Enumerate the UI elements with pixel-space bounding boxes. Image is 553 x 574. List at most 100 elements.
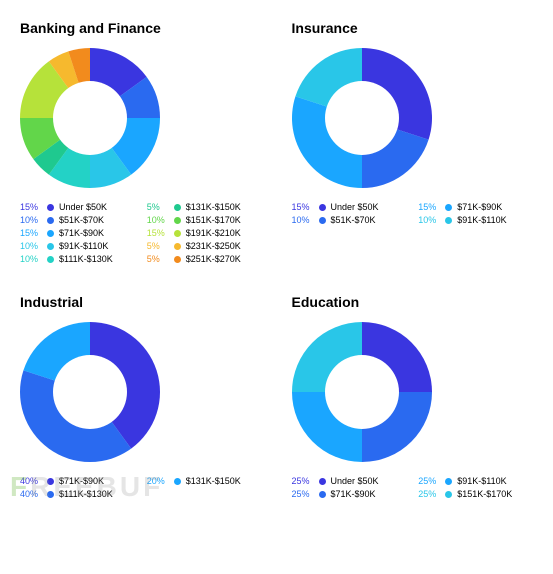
legend-item: 25% $91K-$110K	[418, 476, 533, 486]
donut-hole	[325, 81, 399, 155]
legend-item: 15% Under $50K	[20, 202, 135, 212]
legend-swatch	[47, 243, 54, 250]
legend-label: $51K-$70K	[59, 215, 104, 225]
panel-title: Education	[292, 294, 534, 310]
panel-title: Banking and Finance	[20, 20, 262, 36]
legend-label: Under $50K	[331, 476, 379, 486]
legend-pct: 15%	[20, 228, 42, 238]
legend-swatch	[174, 256, 181, 263]
chart-panel-industrial: Industrial 40% $71K-$90K 20% $131K-$150K…	[20, 294, 262, 499]
legend-item: 20% $131K-$150K	[147, 476, 262, 486]
donut-hole	[53, 81, 127, 155]
legend-item: 15% $71K-$90K	[20, 228, 135, 238]
donut-wrap	[292, 48, 534, 188]
legend-label: Under $50K	[331, 202, 379, 212]
donut-hole	[325, 355, 399, 429]
legend-label: $71K-$90K	[59, 228, 104, 238]
legend-label: $71K-$90K	[457, 202, 502, 212]
charts-grid: Banking and Finance 15% Under $50K 5% $1…	[20, 20, 533, 499]
legend-pct: 10%	[20, 241, 42, 251]
legend-label: $231K-$250K	[186, 241, 241, 251]
legend-pct: 10%	[20, 215, 42, 225]
legend-swatch	[174, 230, 181, 237]
legend-swatch	[174, 243, 181, 250]
legend-pct: 5%	[147, 254, 169, 264]
legend-label: $251K-$270K	[186, 254, 241, 264]
chart-panel-banking: Banking and Finance 15% Under $50K 5% $1…	[20, 20, 262, 264]
legend-label: $51K-$70K	[331, 215, 376, 225]
legend-label: $131K-$150K	[186, 476, 241, 486]
legend-label: $91K-$110K	[59, 241, 108, 251]
legend-swatch	[47, 217, 54, 224]
legend-swatch	[47, 491, 54, 498]
legend: 15% Under $50K 5% $131K-$150K 10% $51K-$…	[20, 202, 262, 264]
donut-svg	[20, 48, 160, 188]
donut-wrap	[20, 322, 262, 462]
legend-label: $151K-$170K	[186, 215, 241, 225]
legend-pct: 5%	[147, 241, 169, 251]
legend-label: $131K-$150K	[186, 202, 241, 212]
legend-pct: 15%	[20, 202, 42, 212]
legend-pct: 10%	[292, 215, 314, 225]
legend-swatch	[445, 217, 452, 224]
legend-item: 25% Under $50K	[292, 476, 407, 486]
legend-label: $91K-$110K	[457, 215, 506, 225]
legend-item: 40% $111K-$130K	[20, 489, 135, 499]
legend-label: $91K-$110K	[457, 476, 506, 486]
legend-label: $111K-$130K	[59, 254, 113, 264]
legend-label: $111K-$130K	[59, 489, 113, 499]
donut-wrap	[292, 322, 534, 462]
legend-swatch	[174, 478, 181, 485]
legend-swatch	[174, 204, 181, 211]
chart-panel-education: Education 25% Under $50K 25% $91K-$110K …	[292, 294, 534, 499]
legend-label: $71K-$90K	[59, 476, 104, 486]
legend: 40% $71K-$90K 20% $131K-$150K 40% $111K-…	[20, 476, 262, 499]
donut-hole	[53, 355, 127, 429]
legend: 25% Under $50K 25% $91K-$110K 25% $71K-$…	[292, 476, 534, 499]
legend-swatch	[319, 491, 326, 498]
panel-title: Insurance	[292, 20, 534, 36]
panel-title: Industrial	[20, 294, 262, 310]
legend-swatch	[47, 478, 54, 485]
legend-pct: 10%	[147, 215, 169, 225]
legend-swatch	[47, 230, 54, 237]
legend-label: $151K-$170K	[457, 489, 512, 499]
legend-item: 10% $91K-$110K	[418, 215, 533, 225]
donut-svg	[292, 322, 432, 462]
legend-swatch	[319, 204, 326, 211]
legend-item: 15% $191K-$210K	[147, 228, 262, 238]
legend-item: 10% $91K-$110K	[20, 241, 135, 251]
chart-panel-insurance: Insurance 15% Under $50K 15% $71K-$90K 1…	[292, 20, 534, 264]
legend-swatch	[445, 204, 452, 211]
legend-swatch	[445, 491, 452, 498]
legend-pct: 15%	[418, 202, 440, 212]
legend-item: 10% $51K-$70K	[292, 215, 407, 225]
legend-item: 5% $131K-$150K	[147, 202, 262, 212]
donut-wrap	[20, 48, 262, 188]
legend-item: 10% $151K-$170K	[147, 215, 262, 225]
legend-pct: 40%	[20, 489, 42, 499]
donut-svg	[292, 48, 432, 188]
legend-pct: 25%	[418, 489, 440, 499]
legend-pct: 15%	[292, 202, 314, 212]
legend-item: 10% $51K-$70K	[20, 215, 135, 225]
legend-swatch	[174, 217, 181, 224]
donut-svg	[20, 322, 160, 462]
legend-item: 15% Under $50K	[292, 202, 407, 212]
legend-pct: 10%	[20, 254, 42, 264]
legend-item: 5% $251K-$270K	[147, 254, 262, 264]
legend-pct: 15%	[147, 228, 169, 238]
legend-pct: 40%	[20, 476, 42, 486]
legend-pct: 25%	[292, 476, 314, 486]
legend-pct: 10%	[418, 215, 440, 225]
legend-swatch	[47, 204, 54, 211]
legend-pct: 20%	[147, 476, 169, 486]
legend-item: 15% $71K-$90K	[418, 202, 533, 212]
legend-label: $71K-$90K	[331, 489, 376, 499]
legend-item: 40% $71K-$90K	[20, 476, 135, 486]
legend-swatch	[319, 217, 326, 224]
legend-pct: 25%	[292, 489, 314, 499]
legend-swatch	[47, 256, 54, 263]
legend-pct: 5%	[147, 202, 169, 212]
legend: 15% Under $50K 15% $71K-$90K 10% $51K-$7…	[292, 202, 534, 225]
